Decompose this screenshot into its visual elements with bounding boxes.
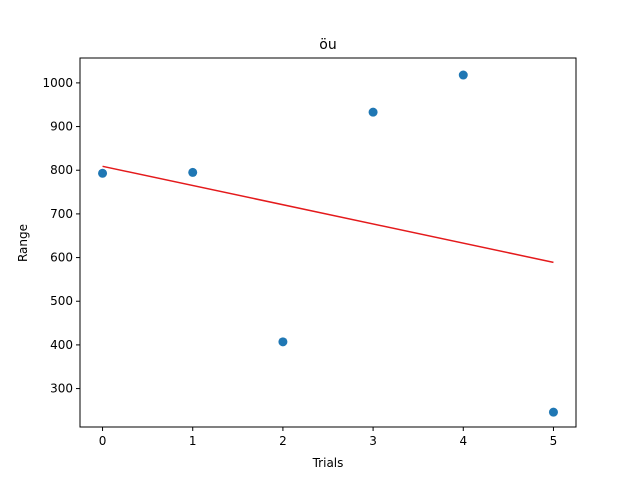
chart-title: öu bbox=[319, 37, 336, 53]
y-tick-label: 900 bbox=[50, 120, 73, 134]
y-tick-label: 500 bbox=[50, 294, 73, 308]
y-tick-label: 700 bbox=[50, 207, 73, 221]
axes-frame bbox=[79, 57, 577, 428]
y-tick-label: 300 bbox=[50, 382, 73, 396]
y-tick-label: 400 bbox=[50, 338, 73, 352]
scatter-point bbox=[278, 337, 288, 347]
y-tick-label: 800 bbox=[50, 163, 73, 177]
x-tick-label: 3 bbox=[369, 434, 377, 448]
plot-area bbox=[98, 70, 558, 417]
x-tick-label: 5 bbox=[550, 434, 558, 448]
scatter-point bbox=[98, 168, 108, 178]
x-axis-label: Trials bbox=[312, 456, 344, 470]
scatter-point bbox=[548, 407, 558, 417]
y-axis-label: Range bbox=[16, 224, 30, 262]
scatter-point bbox=[368, 107, 378, 117]
x-tick-label: 1 bbox=[189, 434, 197, 448]
y-tick-label: 1000 bbox=[42, 76, 73, 90]
scatter-point bbox=[188, 167, 198, 177]
x-tick-label: 4 bbox=[459, 434, 467, 448]
y-axis: 300 400 500 600 700 800 900 1000 bbox=[42, 76, 80, 396]
x-tick-label: 2 bbox=[279, 434, 287, 448]
x-axis: 0 1 2 3 4 5 bbox=[99, 427, 558, 448]
trend-line bbox=[102, 165, 554, 264]
x-tick-label: 0 bbox=[99, 434, 107, 448]
y-tick-label: 600 bbox=[50, 251, 73, 265]
scatter-point bbox=[458, 70, 468, 80]
